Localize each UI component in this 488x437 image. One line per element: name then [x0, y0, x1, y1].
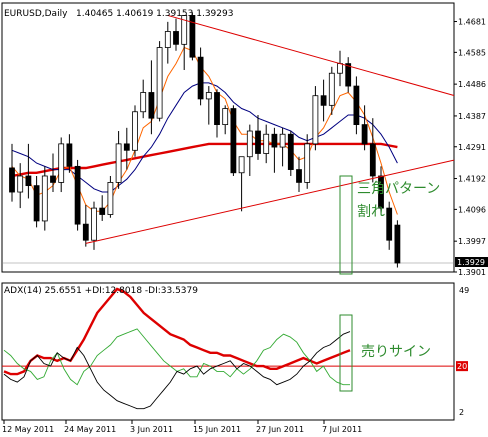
candle-body: [271, 133, 278, 148]
candle-body: [74, 165, 81, 225]
price-tick-label: 1.4291: [458, 143, 486, 152]
candle-body: [222, 108, 229, 126]
price-tick-label: 1.4486: [458, 80, 486, 89]
price-tick-label: 1.4096: [458, 205, 486, 214]
candle-body: [378, 175, 384, 209]
candle-body: [214, 92, 220, 126]
candle-body: [25, 175, 32, 187]
time-tick-label: 27 Jun 2011: [256, 425, 304, 434]
time-axis: 12 May 2011 24 May 2011 3 Jun 2011 15 Jun 2…: [2, 420, 362, 434]
breakout-highlight-box: [339, 175, 353, 275]
candle-body: [115, 143, 122, 183]
time-tick-label: 15 Jun 2011: [193, 425, 241, 434]
candle-body: [9, 167, 15, 193]
candle-body: [263, 133, 270, 154]
time-tick-label: 3 Jun 2011: [130, 425, 173, 434]
candle-body: [320, 95, 327, 106]
trend-line: [85, 159, 455, 244]
candle-body: [287, 133, 294, 170]
current-price-box: [455, 257, 488, 268]
candle-body: [328, 72, 335, 106]
candle-body: [238, 156, 245, 174]
price-tick-label: 1.4192: [458, 175, 486, 184]
candle-body: [369, 143, 376, 177]
indicator-level-label: 20: [457, 362, 467, 371]
candle-body: [91, 207, 97, 241]
candle-body: [50, 175, 56, 183]
signal-highlight-box: [339, 314, 353, 392]
indicator-series-adx: [3, 287, 351, 376]
indicator-series-minusdi: [3, 331, 351, 410]
candle-body: [189, 15, 196, 58]
price-tick-label: 1.3901: [458, 268, 486, 277]
indicator-title: ADX(14) 25.6551 +DI:12.8018 -DI:33.5379: [4, 286, 198, 296]
candle-body: [123, 143, 130, 151]
panel-labels: EURUSD,Daily 1.40465 1.40619 1.39153 1.3…: [4, 9, 469, 417]
candle-body: [107, 182, 114, 215]
candle-body: [246, 130, 253, 158]
candle-body: [66, 143, 73, 167]
time-tick-label: 12 May 2011: [2, 425, 54, 434]
price-panel: 1.4681 1.4585 1.4486 1.4387 1.4291 1.4192 1.40…: [1, 2, 488, 277]
candle-body: [296, 169, 302, 183]
candle-body: [140, 92, 147, 113]
candle-body: [197, 56, 204, 100]
candle-body: [279, 133, 286, 148]
indicator-top-label: 49: [459, 286, 469, 295]
indicator-bottom-label: 2: [459, 408, 464, 417]
candle-body: [58, 143, 65, 183]
candle-body: [148, 92, 155, 119]
candle-body: [164, 31, 171, 48]
candle-body: [230, 108, 237, 174]
indicator-level-box: [456, 361, 468, 372]
candle-body: [173, 31, 179, 45]
candle-body: [82, 223, 89, 241]
candle-body: [394, 224, 401, 264]
candle-body: [337, 63, 343, 74]
ohlc-values: 1.40465 1.40619 1.39153 1.39293: [76, 9, 233, 19]
annotation-triangle-break-line1: 三角パターン: [357, 181, 440, 197]
chart-title: EURUSD,Daily: [4, 9, 68, 19]
candle-body: [181, 15, 188, 45]
candle-body: [353, 85, 360, 126]
candle-body: [255, 130, 261, 154]
candle-body: [17, 175, 24, 193]
price-tick-label: 1.4681: [458, 18, 486, 27]
candle-body: [99, 207, 106, 215]
candle-body: [361, 124, 368, 145]
candle-body: [156, 47, 163, 119]
indicator-panel: 20: [1, 282, 468, 421]
candle-body: [386, 207, 393, 241]
annotation-sell-signal: 売りサイン: [361, 344, 431, 360]
candle-body: [132, 111, 138, 151]
price-tick-label: 1.3997: [458, 237, 486, 246]
annotation-triangle-break-line2: 割れ: [357, 203, 385, 220]
candle-body: [345, 63, 352, 87]
candle-body: [41, 175, 48, 222]
current-price-label: 1.3929: [457, 258, 485, 267]
candle-body: [312, 95, 319, 145]
time-tick-label: 7 Jul 2011: [322, 425, 362, 434]
candle-body: [205, 92, 212, 100]
time-tick-label: 24 May 2011: [64, 425, 116, 434]
price-tick-label: 1.4387: [458, 112, 486, 121]
candle-body: [33, 185, 40, 222]
price-tick-label: 1.4585: [458, 48, 486, 57]
trend-line: [167, 14, 455, 96]
candle-body: [304, 143, 311, 183]
